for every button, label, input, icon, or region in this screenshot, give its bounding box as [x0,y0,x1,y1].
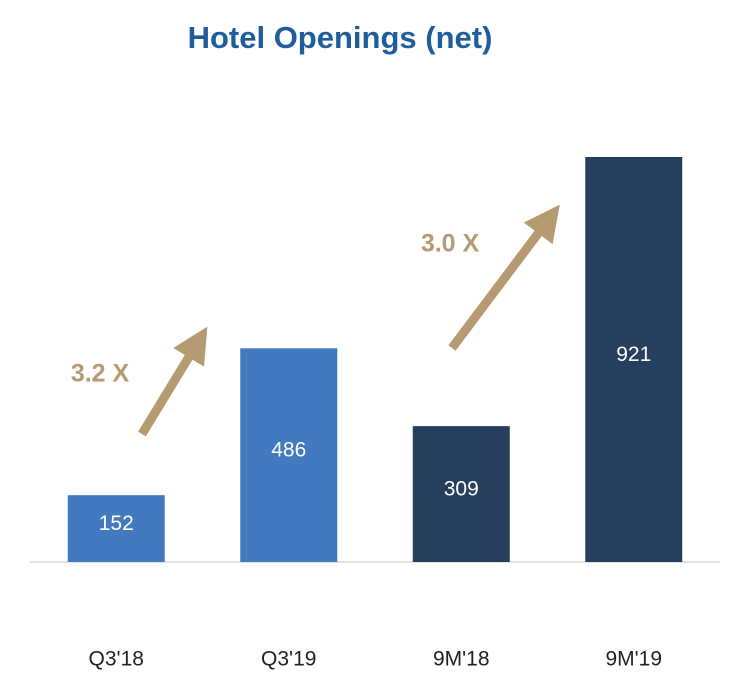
annotation: 3.2 X [71,360,130,388]
bar [412,426,510,562]
value-label: 921 [616,343,651,366]
x-tick-label: 9M'18 [433,648,490,671]
x-tick-label: Q3'18 [89,648,144,671]
bar [67,495,165,562]
value-label: 486 [271,439,306,462]
growth-arrow [448,204,560,351]
bar [240,348,338,562]
growth-arrow [138,326,208,437]
chart-title: Hotel Openings (net) [188,20,493,55]
value-label: 152 [99,512,134,535]
annotation: 3.0 X [421,230,480,258]
bar [585,157,683,562]
value-label: 309 [444,478,479,501]
x-tick-label: 9M'19 [605,648,662,671]
x-tick-label: Q3'19 [261,648,316,671]
